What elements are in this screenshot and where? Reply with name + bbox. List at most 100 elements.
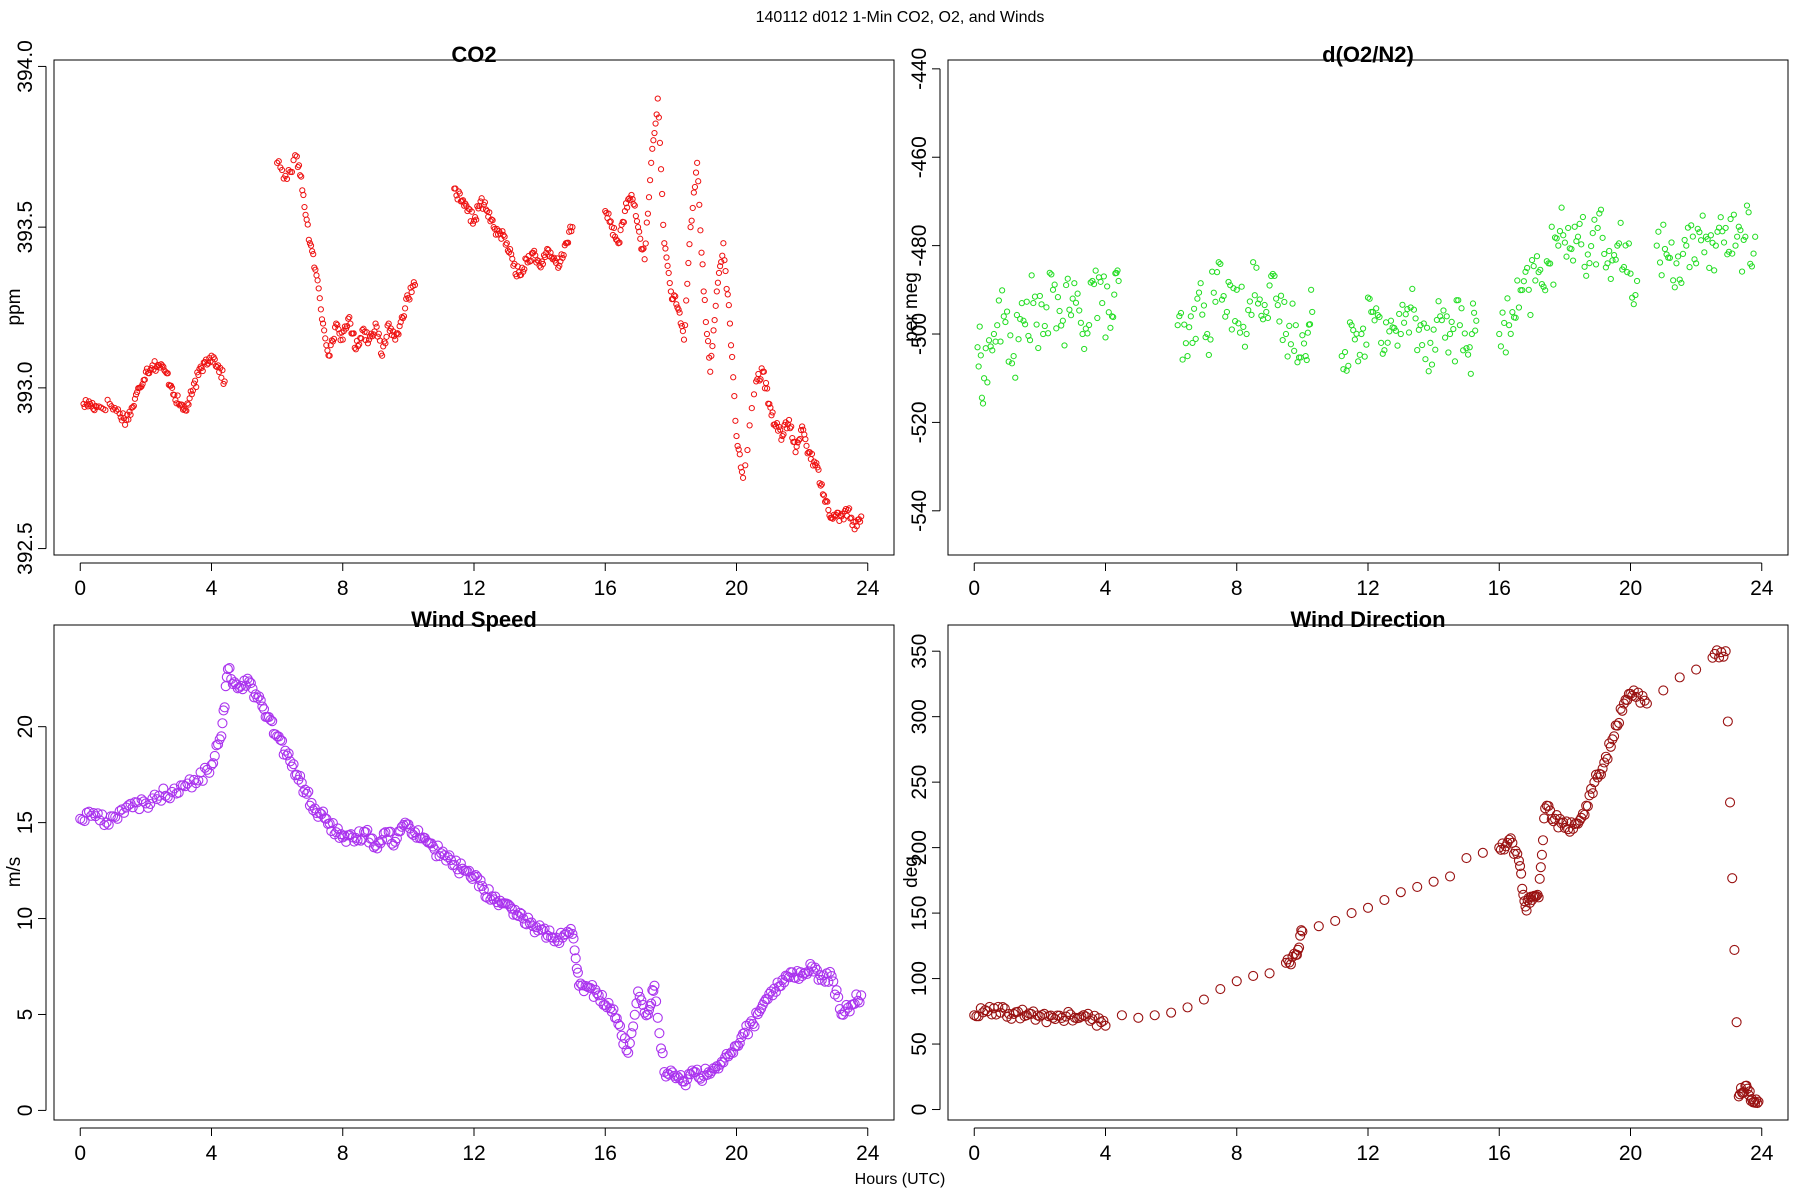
data-point [1056, 1012, 1067, 1023]
data-point [839, 1006, 850, 1017]
data-point [1217, 260, 1224, 268]
data-point [648, 159, 655, 166]
data-point [1461, 330, 1468, 337]
data-point [646, 998, 657, 1009]
data-point [1405, 329, 1413, 336]
data-point [499, 228, 506, 235]
data-point [146, 370, 153, 377]
data-point [633, 218, 641, 225]
data-point [853, 523, 860, 530]
data-point [1510, 845, 1521, 856]
data-point [1374, 312, 1381, 319]
data-point [1625, 688, 1636, 699]
data-point [626, 1028, 637, 1039]
data-point [486, 209, 493, 216]
data-point [1609, 257, 1616, 264]
data-point [1207, 336, 1214, 343]
data-point [1428, 876, 1439, 887]
data-point [312, 266, 319, 273]
data-point [736, 451, 743, 458]
data-point [1379, 894, 1390, 906]
data-point [1720, 239, 1728, 246]
data-point [1568, 245, 1575, 253]
data-point [1291, 949, 1302, 960]
data-point [288, 759, 299, 770]
data-point [1748, 263, 1756, 270]
data-point [191, 377, 199, 384]
data-point [1215, 259, 1222, 266]
data-point [204, 767, 215, 778]
data-point [708, 352, 715, 359]
data-point [350, 832, 361, 844]
data-point [473, 881, 484, 892]
data-point [707, 368, 714, 375]
data-point [656, 139, 664, 147]
data-point [654, 1028, 665, 1039]
data-point [1402, 311, 1409, 318]
data-point [728, 1047, 739, 1058]
data-point [1715, 224, 1723, 231]
data-point [748, 404, 755, 412]
data-point [321, 327, 328, 334]
data-point [815, 466, 822, 473]
data-point [689, 204, 696, 212]
data-point [1727, 873, 1738, 884]
data-point [372, 320, 379, 327]
data-point [664, 1069, 675, 1080]
data-point [1419, 341, 1426, 349]
data-point [854, 997, 865, 1008]
data-point [1355, 358, 1362, 365]
data-point [613, 1019, 624, 1030]
data-point [1412, 881, 1423, 892]
data-point [673, 301, 680, 308]
data-point [1727, 215, 1734, 223]
data-point [1394, 342, 1401, 349]
data-point [645, 194, 653, 201]
data-point [1031, 293, 1039, 300]
data-point [1181, 321, 1188, 328]
data-point [472, 871, 483, 882]
data-point [1230, 285, 1237, 292]
data-point [351, 344, 358, 351]
data-point [376, 337, 384, 344]
data-point [824, 498, 831, 505]
data-point [1002, 318, 1009, 326]
data-point [1090, 281, 1098, 288]
data-point [1187, 313, 1194, 320]
data-point [643, 219, 650, 226]
data-point [1561, 239, 1568, 246]
data-point [733, 1040, 744, 1052]
data-point [1716, 647, 1727, 658]
figure-title: 140112 d012 1-Min CO2, O2, and Winds [756, 9, 1045, 26]
data-point [1308, 286, 1315, 293]
data-point [1200, 302, 1208, 309]
data-point [718, 258, 725, 266]
data-point [300, 191, 307, 199]
data-point [1720, 646, 1731, 657]
data-point [1569, 257, 1577, 264]
data-point [1694, 225, 1701, 232]
data-point [722, 267, 729, 275]
data-point [365, 336, 373, 343]
data-point [704, 338, 712, 345]
data-point [1350, 327, 1357, 334]
data-point [421, 835, 432, 846]
data-point [1564, 826, 1575, 837]
data-point [86, 810, 97, 821]
data-point [628, 1021, 639, 1032]
data-point [316, 295, 323, 302]
data-point [322, 335, 329, 342]
data-point [1676, 276, 1683, 283]
data-point [757, 376, 764, 383]
data-point [1102, 334, 1109, 341]
data-point [534, 257, 541, 264]
data-point [1078, 1010, 1089, 1021]
data-point [747, 1019, 758, 1030]
data-point [1362, 902, 1374, 913]
data-point [785, 416, 793, 424]
data-point [1081, 345, 1088, 353]
data-point [1253, 264, 1260, 271]
data-point [744, 1018, 755, 1029]
data-point [554, 938, 565, 949]
data-point [657, 1048, 668, 1059]
